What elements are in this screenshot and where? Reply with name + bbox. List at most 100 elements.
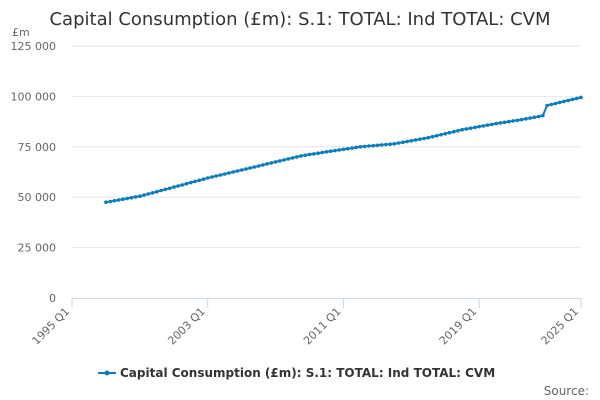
data-point[interactable]: [108, 199, 112, 204]
data-point[interactable]: [536, 114, 541, 119]
data-point[interactable]: [299, 154, 303, 158]
data-point[interactable]: [447, 130, 452, 135]
data-point[interactable]: [549, 102, 554, 107]
data-point[interactable]: [473, 125, 477, 130]
data-point[interactable]: [244, 167, 248, 171]
data-point[interactable]: [452, 129, 456, 134]
data-point[interactable]: [265, 162, 269, 166]
data-point[interactable]: [511, 119, 515, 123]
data-point[interactable]: [201, 177, 206, 181]
data-point[interactable]: [180, 183, 185, 187]
data-point[interactable]: [121, 197, 125, 201]
data-point[interactable]: [358, 145, 363, 149]
data-point[interactable]: [507, 119, 511, 124]
data-point[interactable]: [218, 173, 223, 177]
data-point[interactable]: [485, 123, 490, 127]
data-point[interactable]: [566, 98, 571, 103]
data-point[interactable]: [116, 198, 121, 202]
data-point[interactable]: [439, 132, 443, 137]
data-point[interactable]: [104, 200, 108, 204]
data-point[interactable]: [138, 194, 142, 198]
data-point[interactable]: [575, 96, 579, 101]
data-point[interactable]: [490, 122, 494, 127]
data-point[interactable]: [320, 150, 325, 155]
data-point[interactable]: [142, 193, 146, 197]
data-point[interactable]: [502, 120, 507, 125]
data-point[interactable]: [197, 178, 202, 183]
data-point[interactable]: [579, 95, 583, 100]
data-point[interactable]: [464, 127, 469, 131]
data-point[interactable]: [494, 121, 499, 126]
data-point[interactable]: [350, 146, 354, 150]
data-point[interactable]: [367, 144, 371, 148]
data-point[interactable]: [193, 179, 197, 184]
data-point[interactable]: [430, 134, 435, 139]
data-point[interactable]: [163, 187, 168, 192]
data-point[interactable]: [176, 184, 180, 188]
data-point[interactable]: [541, 113, 545, 118]
data-point[interactable]: [286, 157, 291, 161]
data-point[interactable]: [256, 164, 261, 168]
data-point[interactable]: [214, 174, 218, 178]
data-point[interactable]: [333, 148, 337, 153]
data-point[interactable]: [384, 142, 388, 147]
data-point[interactable]: [528, 116, 532, 120]
data-point[interactable]: [205, 176, 210, 180]
data-point[interactable]: [460, 127, 465, 132]
data-point[interactable]: [172, 185, 176, 189]
data-point[interactable]: [409, 139, 414, 143]
data-point[interactable]: [515, 118, 520, 123]
data-point[interactable]: [155, 189, 159, 194]
data-point[interactable]: [184, 181, 189, 186]
data-point[interactable]: [150, 191, 155, 195]
data-point[interactable]: [396, 141, 401, 145]
data-point[interactable]: [295, 155, 299, 159]
data-point[interactable]: [167, 186, 172, 191]
data-point[interactable]: [159, 188, 163, 193]
data-point[interactable]: [210, 175, 214, 179]
data-point[interactable]: [443, 131, 448, 136]
data-point[interactable]: [248, 166, 252, 170]
data-point[interactable]: [405, 139, 409, 144]
data-point[interactable]: [354, 145, 359, 150]
data-point[interactable]: [324, 150, 329, 154]
data-point[interactable]: [189, 180, 193, 185]
data-point[interactable]: [362, 144, 367, 149]
legend[interactable]: Capital Consumption (£m): S.1: TOTAL: In…: [98, 366, 495, 380]
data-point[interactable]: [269, 161, 274, 165]
data-point[interactable]: [562, 99, 566, 104]
data-point[interactable]: [545, 103, 549, 108]
data-point[interactable]: [558, 100, 562, 105]
data-point[interactable]: [227, 171, 231, 175]
data-point[interactable]: [435, 133, 439, 138]
data-point[interactable]: [418, 137, 422, 141]
data-point[interactable]: [456, 128, 460, 133]
data-point[interactable]: [303, 153, 308, 157]
data-point[interactable]: [388, 142, 392, 146]
data-point[interactable]: [498, 121, 503, 125]
data-point[interactable]: [112, 198, 117, 203]
data-point[interactable]: [252, 165, 257, 169]
data-point[interactable]: [231, 170, 235, 174]
data-point[interactable]: [345, 146, 350, 151]
data-point[interactable]: [468, 126, 473, 130]
data-point[interactable]: [570, 97, 575, 102]
data-point[interactable]: [422, 136, 426, 141]
data-point[interactable]: [290, 156, 295, 160]
data-point[interactable]: [222, 172, 227, 176]
data-point[interactable]: [307, 152, 312, 157]
data-point[interactable]: [312, 152, 316, 156]
data-point[interactable]: [129, 195, 134, 200]
data-point[interactable]: [392, 142, 397, 146]
data-point[interactable]: [481, 124, 486, 128]
legend-item-label[interactable]: Capital Consumption (£m): S.1: TOTAL: In…: [120, 366, 495, 380]
data-point[interactable]: [401, 140, 405, 145]
data-point[interactable]: [337, 148, 342, 152]
data-point[interactable]: [413, 138, 418, 142]
data-point[interactable]: [261, 163, 265, 167]
data-point[interactable]: [375, 143, 380, 148]
data-point[interactable]: [125, 196, 129, 201]
data-point[interactable]: [379, 143, 384, 147]
data-point[interactable]: [477, 124, 482, 129]
data-point[interactable]: [519, 117, 524, 122]
